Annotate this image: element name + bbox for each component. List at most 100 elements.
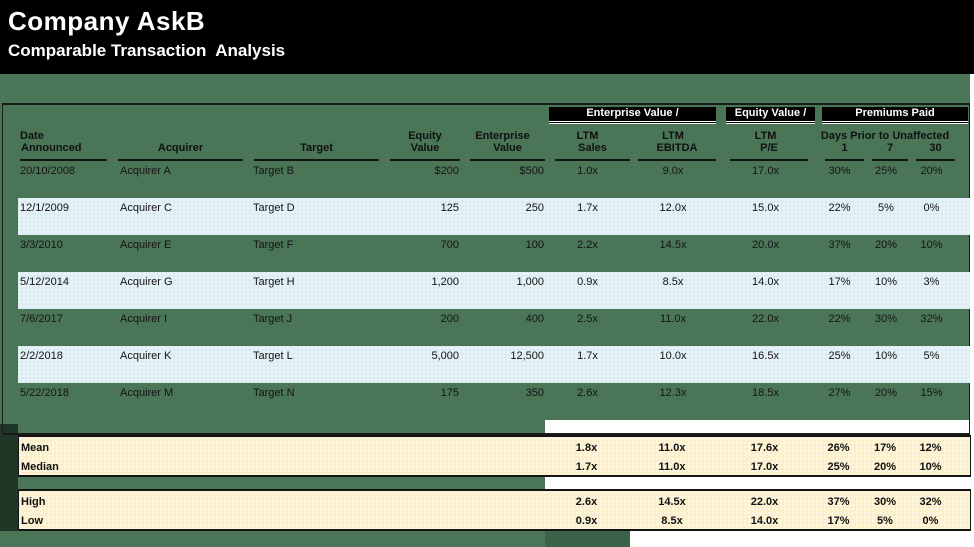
cell-equity-value: 700 — [440, 239, 459, 251]
cell-premium-1: 22% — [828, 313, 851, 325]
cell-premium-7: 25% — [874, 165, 898, 177]
summary-label: Median — [21, 460, 59, 473]
comparable-transactions-table: Enterprise Value / Equity Value / Premiu… — [2, 103, 970, 435]
column-group-row: Enterprise Value / Equity Value / Premiu… — [18, 107, 969, 124]
cell-target: Target F — [253, 239, 294, 251]
summary-ltm-pe: 17.6x — [750, 441, 779, 454]
cell-ltm-sales: 2.6x — [577, 387, 598, 399]
cell-premium-1: 25% — [828, 350, 851, 362]
cell-target: Target H — [253, 276, 295, 288]
cell-date: 3/3/2010 — [20, 239, 63, 251]
cell-acquirer: Acquirer I — [120, 313, 168, 325]
header-date: Date — [20, 130, 44, 142]
cell-date: 5/22/2018 — [20, 387, 69, 399]
cell-target: Target D — [253, 202, 295, 214]
table-bottom-white-band — [545, 420, 969, 433]
cell-equity-value: 200 — [440, 313, 459, 325]
summary-ltm-ebitda: 11.0x — [658, 441, 686, 454]
summary-ltm-sales: 1.7x — [575, 460, 598, 473]
summary-premium-30: 32% — [919, 495, 942, 508]
cell-ltm-sales: 1.7x — [577, 202, 598, 214]
summary-row-high: High 2.6x 14.5x 22.0x 37% 30% 32% — [19, 492, 970, 511]
bottom-dark-cell — [545, 531, 630, 547]
cell-premium-7: 20% — [874, 239, 898, 251]
cell-ltm-pe: 17.0x — [752, 165, 779, 177]
header-row-lower: Announced Acquirer Target Value Value Sa… — [18, 142, 970, 161]
cell-premium-1: 30% — [828, 165, 851, 177]
cell-date: 12/1/2009 — [20, 202, 69, 214]
cell-premium-30: 32% — [920, 313, 943, 325]
cell-equity-value: 5,000 — [431, 350, 459, 362]
summary-ltm-pe: 17.0x — [750, 460, 779, 473]
cell-premium-1: 37% — [828, 239, 851, 251]
title-bar: Company AskB Comparable Transaction Anal… — [0, 0, 974, 74]
cell-ltm-sales: 1.0x — [577, 165, 598, 177]
cell-enterprise-value: 350 — [525, 387, 544, 399]
transaction-row: 5/12/2014 Acquirer G Target H 1,200 1,00… — [18, 272, 970, 309]
header-target: Target — [254, 142, 379, 161]
header-equity: Equity — [408, 130, 442, 142]
cell-ltm-pe: 18.5x — [752, 387, 779, 399]
bottom-white-band — [630, 531, 974, 547]
summary-label: Low — [21, 514, 43, 527]
cell-enterprise-value: 12,500 — [510, 350, 544, 362]
header-ebitda: EBITDA — [638, 142, 716, 161]
cell-target: Target N — [253, 387, 295, 399]
summary-premium-1: 17% — [827, 514, 850, 527]
summary-premium-1: 37% — [827, 495, 850, 508]
transaction-row: 7/6/2017 Acquirer I Target J 200 400 2.5… — [18, 309, 970, 346]
transaction-row: 3/3/2010 Acquirer E Target F 700 100 2.2… — [18, 235, 970, 272]
cell-acquirer: Acquirer E — [120, 239, 172, 251]
group-gap — [716, 107, 726, 124]
table-bottom-spacer — [3, 420, 969, 433]
cell-premium-1: 22% — [828, 202, 851, 214]
cell-premium-7: 20% — [874, 387, 898, 399]
cell-ltm-pe: 16.5x — [752, 350, 779, 362]
page-subtitle: Comparable Transaction Analysis — [8, 41, 286, 60]
summary-premium-30: 0% — [922, 514, 939, 527]
page-title: Company AskB — [8, 6, 206, 36]
mean-median-box: Mean 1.8x 11.0x 17.6x 26% 17% 12% Median… — [18, 435, 971, 477]
cell-acquirer: Acquirer K — [120, 350, 172, 362]
cell-ltm-sales: 0.9x — [577, 276, 598, 288]
cell-premium-7: 5% — [878, 202, 894, 214]
summary-ltm-ebitda: 8.5x — [661, 514, 683, 527]
cell-ltm-pe: 20.0x — [752, 239, 779, 251]
header-day-30: 30 — [916, 142, 955, 161]
cell-ltm-sales: 2.5x — [577, 313, 598, 325]
summary-ltm-sales: 0.9x — [575, 514, 598, 527]
header-ltm-sales-top: LTM — [576, 130, 599, 142]
cell-premium-7: 10% — [874, 276, 898, 288]
cell-ltm-pe: 22.0x — [752, 313, 779, 325]
transaction-row: 5/22/2018 Acquirer M Target N 175 350 2.… — [18, 383, 970, 420]
cell-ltm-ebitda: 12.3x — [659, 387, 687, 399]
cell-ltm-ebitda: 14.5x — [659, 239, 687, 251]
cell-enterprise-value: 1,000 — [516, 276, 544, 288]
cell-ltm-ebitda: 10.0x — [659, 350, 687, 362]
summary-gap-band — [545, 477, 970, 489]
summary-row-median: Median 1.7x 11.0x 17.0x 25% 20% 10% — [19, 457, 970, 476]
summary-premium-7: 20% — [873, 460, 897, 473]
summary-ltm-ebitda: 14.5x — [658, 495, 686, 508]
header-enterprise-value: Value — [470, 142, 545, 161]
cell-premium-30: 15% — [920, 387, 943, 399]
summary-premium-1: 25% — [827, 460, 850, 473]
cell-date: 5/12/2014 — [20, 276, 69, 288]
summary-label: Mean — [21, 441, 50, 454]
summary-premium-1: 26% — [827, 441, 850, 454]
right-margin — [970, 74, 974, 547]
cell-ltm-pe: 15.0x — [752, 202, 779, 214]
header-acquirer: Acquirer — [118, 142, 243, 161]
summary-label: High — [21, 495, 46, 508]
cell-target: Target L — [253, 350, 293, 362]
cell-date: 7/6/2017 — [20, 313, 63, 325]
summary-row-mean: Mean 1.8x 11.0x 17.6x 26% 17% 12% — [19, 438, 970, 457]
transaction-row: 20/10/2008 Acquirer A Target B $200 $500… — [18, 161, 970, 198]
summary-ltm-ebitda: 11.0x — [658, 460, 686, 473]
cell-premium-30: 10% — [920, 239, 943, 251]
cell-ltm-sales: 2.2x — [577, 239, 598, 251]
cell-premium-30: 3% — [923, 276, 940, 288]
transaction-row: 2/2/2018 Acquirer K Target L 5,000 12,50… — [18, 346, 970, 383]
cell-equity-value: $200 — [434, 165, 459, 177]
cell-date: 20/10/2008 — [20, 165, 76, 177]
